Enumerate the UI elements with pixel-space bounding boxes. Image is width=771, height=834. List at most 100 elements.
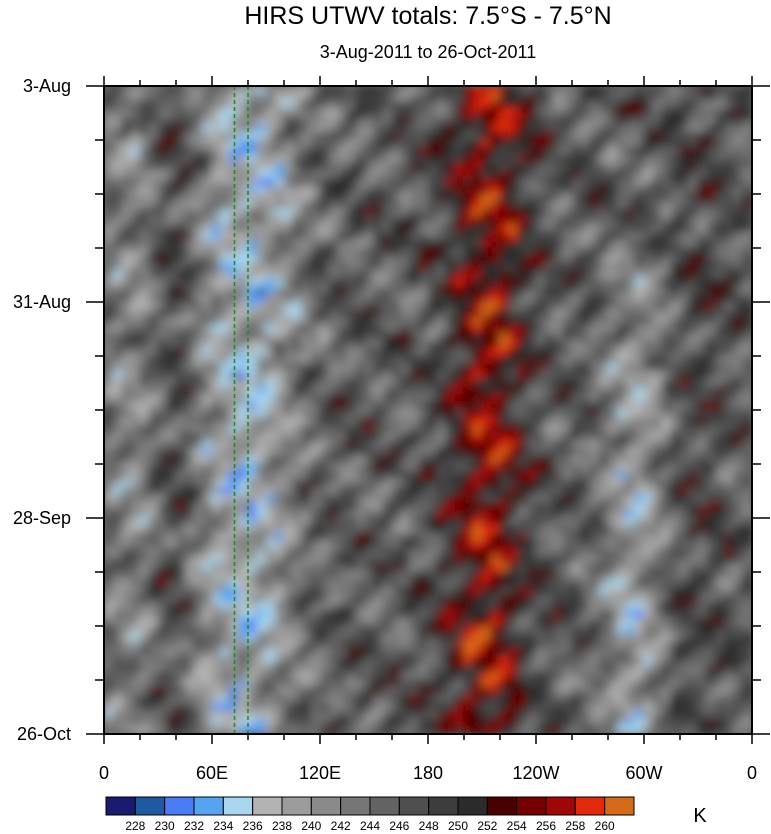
heatmap-cell: [733, 247, 744, 257]
heatmap-cell: [310, 393, 321, 403]
heatmap-cell: [463, 108, 474, 118]
heatmap-cell: [652, 440, 663, 450]
heatmap-cell: [319, 509, 330, 519]
heatmap-cell: [355, 247, 366, 257]
heatmap-cell: [418, 162, 429, 172]
heatmap-cell: [517, 93, 528, 103]
heatmap-cell: [238, 131, 249, 141]
heatmap-cell: [598, 363, 609, 373]
heatmap-cell: [121, 285, 132, 295]
heatmap-cell: [616, 609, 627, 619]
heatmap-cell: [490, 540, 501, 550]
heatmap-cell: [148, 93, 159, 103]
heatmap-cell: [301, 93, 312, 103]
heatmap-cell: [454, 93, 465, 103]
heatmap-cell: [184, 393, 195, 403]
heatmap-cell: [310, 386, 321, 396]
heatmap-cell: [670, 123, 681, 133]
heatmap-cell: [274, 123, 285, 133]
heatmap-cell: [661, 494, 672, 504]
heatmap-cell: [598, 131, 609, 141]
heatmap-cell: [724, 355, 735, 365]
heatmap-cell: [580, 555, 591, 565]
heatmap-cell: [400, 424, 411, 434]
heatmap-cell: [418, 579, 429, 589]
heatmap-cell: [373, 262, 384, 272]
heatmap-cell: [355, 193, 366, 203]
heatmap-cell: [643, 108, 654, 118]
heatmap-cell: [526, 301, 537, 311]
heatmap-cell: [364, 309, 375, 319]
heatmap-cell: [733, 185, 744, 195]
heatmap-cell: [490, 231, 501, 241]
heatmap-cell: [274, 339, 285, 349]
heatmap-cell: [148, 239, 159, 249]
heatmap-cell: [625, 609, 636, 619]
heatmap-cell: [121, 363, 132, 373]
heatmap-cell: [607, 139, 618, 149]
heatmap-cell: [454, 540, 465, 550]
heatmap-cell: [535, 401, 546, 411]
heatmap-cell: [607, 548, 618, 558]
heatmap-cell: [697, 270, 708, 280]
heatmap-cell: [670, 440, 681, 450]
heatmap-cell: [553, 409, 564, 419]
heatmap-cell: [355, 602, 366, 612]
heatmap-cell: [454, 486, 465, 496]
heatmap-cell: [463, 447, 474, 457]
heatmap-cell: [391, 86, 402, 95]
heatmap-cell: [697, 409, 708, 419]
heatmap-cell: [454, 401, 465, 411]
heatmap-cell: [544, 177, 555, 187]
heatmap-cell: [104, 455, 114, 465]
heatmap-cell: [535, 301, 546, 311]
heatmap-cell: [346, 255, 357, 265]
heatmap-cell: [346, 463, 357, 473]
heatmap-cell: [436, 393, 447, 403]
heatmap-cell: [499, 370, 510, 380]
heatmap-cell: [139, 339, 150, 349]
heatmap-cell: [104, 501, 114, 511]
heatmap-cell: [526, 231, 537, 241]
heatmap-cell: [733, 131, 744, 141]
heatmap-cell: [148, 532, 159, 542]
heatmap-cell: [499, 455, 510, 465]
heatmap-cell: [391, 108, 402, 118]
heatmap-cell: [346, 170, 357, 180]
heatmap-cell: [706, 525, 717, 535]
heatmap-cell: [193, 86, 204, 95]
heatmap-cell: [139, 239, 150, 249]
heatmap-cell: [724, 224, 735, 234]
heatmap-cell: [589, 363, 600, 373]
heatmap-cell: [535, 447, 546, 457]
heatmap-cell: [193, 231, 204, 241]
heatmap-cell: [571, 447, 582, 457]
heatmap-cell: [265, 471, 276, 481]
heatmap-cell: [148, 424, 159, 434]
heatmap-cell: [724, 147, 735, 157]
heatmap-cell: [355, 478, 366, 488]
heatmap-cell: [463, 509, 474, 519]
heatmap-cell: [724, 386, 735, 396]
heatmap-cell: [571, 270, 582, 280]
heatmap-cell: [409, 363, 420, 373]
heatmap-cell: [364, 278, 375, 288]
heatmap-cell: [346, 393, 357, 403]
heatmap-cell: [391, 455, 402, 465]
heatmap-cell: [337, 131, 348, 141]
heatmap-cell: [598, 86, 609, 95]
heatmap-cell: [175, 255, 186, 265]
heatmap-cell: [292, 147, 303, 157]
heatmap-cell: [616, 409, 627, 419]
heatmap-cell: [310, 100, 321, 110]
heatmap-cell: [355, 108, 366, 118]
heatmap-cell: [445, 517, 456, 527]
heatmap-cell: [418, 501, 429, 511]
heatmap-cell: [427, 324, 438, 334]
heatmap-cell: [490, 555, 501, 565]
heatmap-cell: [220, 170, 231, 180]
heatmap-cell: [166, 309, 177, 319]
heatmap-cell: [544, 447, 555, 457]
heatmap-cell: [634, 123, 645, 133]
heatmap-cell: [148, 571, 159, 581]
